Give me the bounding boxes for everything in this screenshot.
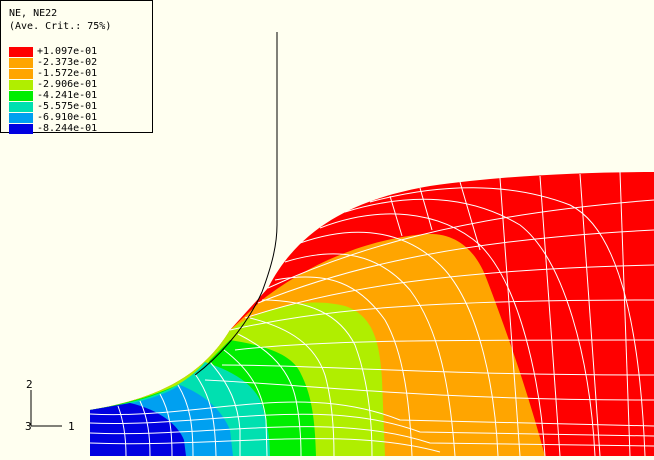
legend-swatch	[9, 80, 33, 90]
legend-value: -2.906e-01	[37, 79, 98, 90]
mesh-lines	[89, 171, 654, 457]
tool-outline	[194, 32, 278, 376]
legend-value: -6.910e-01	[37, 112, 98, 123]
legend-value: +1.097e-01	[37, 46, 98, 57]
legend-value: -4.241e-01	[37, 90, 98, 101]
coordinate-triad: 2 1 3	[22, 376, 82, 436]
legend-swatch	[9, 91, 33, 101]
legend-subtitle: (Ave. Crit.: 75%)	[9, 21, 112, 32]
legend-entry: +1.097e-01	[9, 47, 97, 57]
triad-label-horizontal: 1	[68, 420, 75, 433]
legend-entry: -1.572e-01	[9, 69, 97, 79]
legend-value: -1.572e-01	[37, 68, 98, 79]
legend-entry: -4.241e-01	[9, 91, 97, 101]
legend-title: NE, NE22	[9, 8, 58, 19]
triad-label-vertical: 2	[26, 378, 33, 391]
legend-entry: -2.373e-02	[9, 58, 97, 68]
legend-swatch	[9, 58, 33, 68]
legend-entry: -8.244e-01	[9, 124, 97, 134]
triad-axes	[30, 390, 62, 427]
legend-swatch	[9, 113, 33, 123]
legend-entry: -5.575e-01	[9, 102, 97, 112]
legend-value: -5.575e-01	[37, 101, 98, 112]
legend-swatch	[9, 47, 33, 57]
triad-label-out: 3	[25, 420, 32, 433]
legend-entry: -2.906e-01	[9, 80, 97, 90]
legend-swatch	[9, 102, 33, 112]
legend-swatch	[9, 69, 33, 79]
legend-value: -8.244e-01	[37, 123, 98, 134]
legend-entry: -6.910e-01	[9, 113, 97, 123]
contour-legend: NE, NE22 (Ave. Crit.: 75%) +1.097e-01 -2…	[0, 0, 153, 134]
legend-value: -2.373e-02	[37, 57, 98, 68]
legend-swatch	[9, 124, 33, 134]
